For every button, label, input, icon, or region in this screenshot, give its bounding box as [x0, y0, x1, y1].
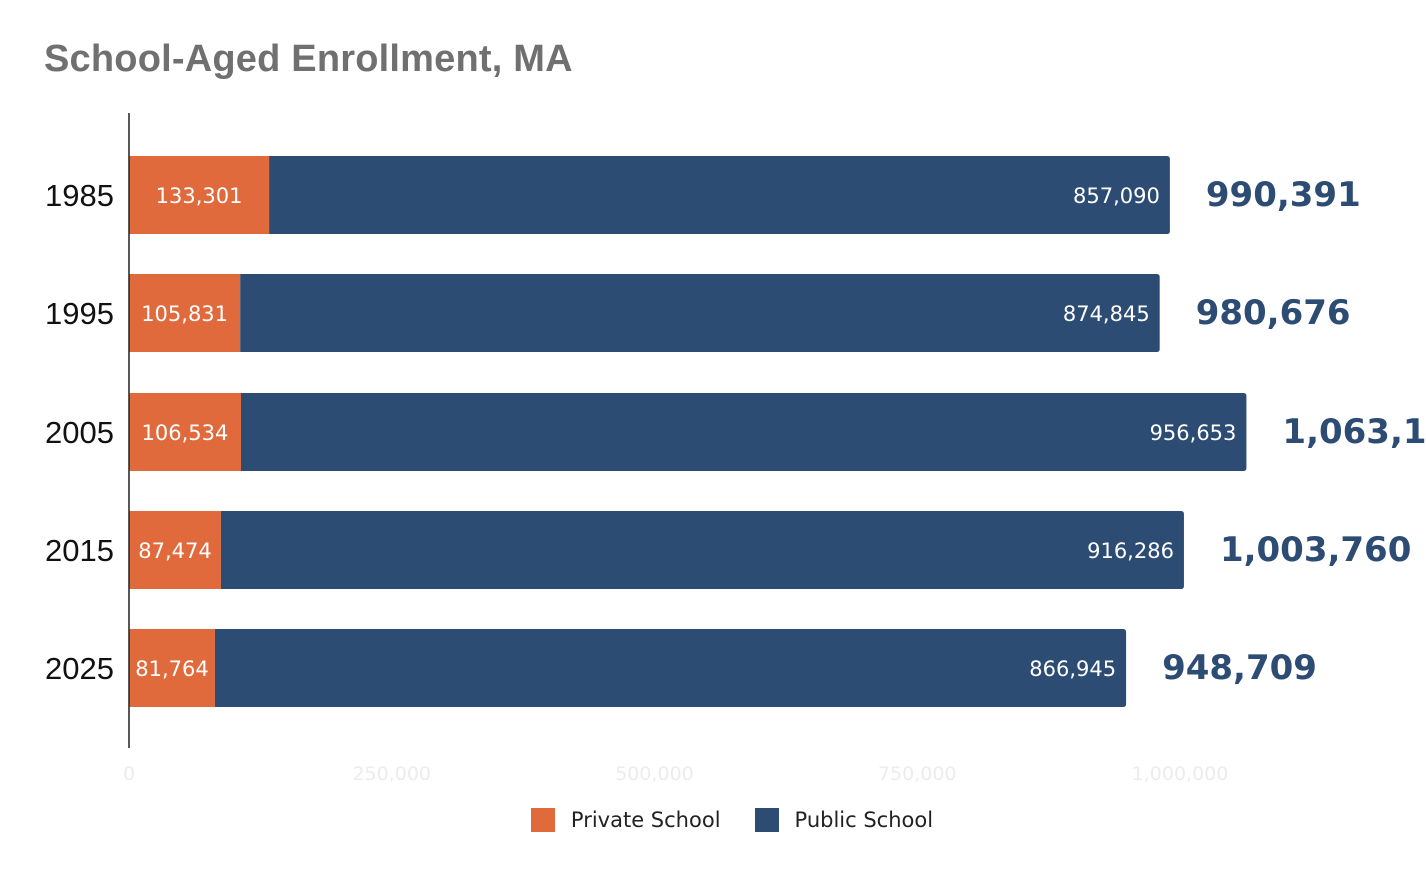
bar-public-2005 — [240, 393, 1247, 471]
legend-label-public: Public School — [794, 808, 934, 832]
value-label-public-1985: 857,090 — [1073, 184, 1160, 208]
legend-swatch-private — [530, 808, 555, 832]
value-label-private-1995: 105,831 — [141, 302, 228, 326]
x-tick-label: 1,000,000 — [1132, 763, 1229, 785]
bar-public-2015 — [220, 511, 1184, 589]
bar-private-2005 — [129, 393, 241, 471]
total-label-2015: 1,003,760 — [1220, 530, 1411, 570]
bar-public-1995 — [240, 274, 1160, 352]
value-label-public-1995: 874,845 — [1063, 302, 1150, 326]
category-label-2005: 2005 — [45, 415, 114, 450]
value-label-public-2015: 916,286 — [1087, 539, 1174, 563]
legend-label-private: Private School — [570, 808, 721, 832]
category-label-2015: 2015 — [45, 533, 114, 568]
bar-private-2015 — [129, 511, 221, 589]
bar-public-1985 — [269, 156, 1170, 234]
total-label-1995: 980,676 — [1196, 293, 1351, 333]
value-label-public-2025: 866,945 — [1029, 657, 1116, 681]
value-label-private-2005: 106,534 — [142, 421, 229, 445]
x-tick-label: 250,000 — [352, 763, 431, 785]
value-label-private-2025: 81,764 — [135, 657, 208, 681]
legend-swatch-public — [754, 808, 779, 832]
legend-item-public: Public School — [754, 808, 934, 832]
value-label-private-1985: 133,301 — [156, 184, 243, 208]
legend: Private School Public School — [0, 808, 1426, 832]
bar-public-2025 — [214, 629, 1127, 707]
total-label-1985: 990,391 — [1206, 175, 1361, 215]
chart-title: School-Aged Enrollment, MA — [44, 38, 573, 80]
value-label-public-2005: 956,653 — [1150, 421, 1237, 445]
legend-item-private: Private School — [530, 808, 721, 832]
bar-private-1995 — [129, 274, 241, 352]
x-tick-label: 500,000 — [615, 763, 694, 785]
total-label-2025: 948,709 — [1162, 648, 1317, 688]
x-tick-label: 0 — [123, 763, 135, 785]
category-label-1985: 1985 — [45, 178, 114, 213]
category-label-2025: 2025 — [45, 651, 114, 686]
value-label-private-2015: 87,474 — [138, 539, 211, 563]
bar-private-1985 — [129, 156, 270, 234]
bar-private-2025 — [129, 629, 215, 707]
x-tick-label: 750,000 — [878, 763, 957, 785]
total-label-2005: 1,063,187 — [1282, 412, 1426, 452]
category-label-1995: 1995 — [45, 296, 114, 331]
